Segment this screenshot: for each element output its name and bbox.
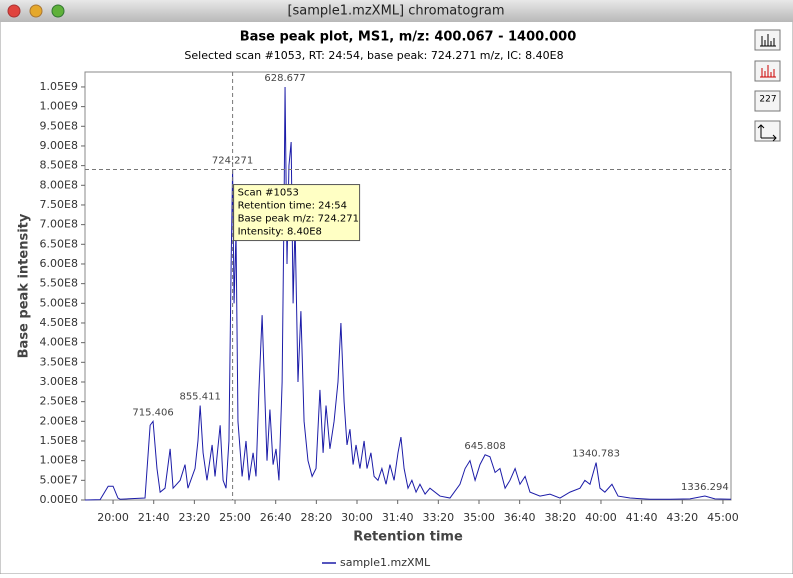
tooltip-box xyxy=(233,184,361,242)
icon-label: 227 xyxy=(759,95,776,105)
legend-label: sample1.mzXML xyxy=(340,556,431,569)
y-tick-label: 7.00E8 xyxy=(40,218,78,231)
peak-label: 715.406 xyxy=(132,407,173,418)
x-tick-label: 33:20 xyxy=(422,511,454,524)
y-tick-label: 4.50E8 xyxy=(40,316,78,329)
close-button[interactable] xyxy=(7,4,21,18)
minimize-button[interactable] xyxy=(29,4,43,18)
peak-label: 855.411 xyxy=(179,392,220,403)
x-tick-label: 41:40 xyxy=(626,511,658,524)
y-tick-label: 1.00E8 xyxy=(40,454,78,467)
x-tick-label: 25:00 xyxy=(219,511,251,524)
tooltip-line: Scan #1053 xyxy=(238,188,299,199)
y-tick-label: 9.00E8 xyxy=(40,139,78,152)
y-tick-label: 0.00E0 xyxy=(40,493,78,506)
y-tick-label: 6.50E8 xyxy=(40,237,78,250)
icon xyxy=(760,34,776,47)
x-tick-label: 40:00 xyxy=(585,511,617,524)
y-tick-label: 1.00E9 xyxy=(40,100,78,113)
x-tick-label: 26:40 xyxy=(260,511,292,524)
y-tick-label: 2.00E8 xyxy=(40,414,78,427)
x-tick-label: 20:00 xyxy=(97,511,129,524)
peak-label: 1336.294 xyxy=(681,482,729,493)
y-axis-title: Base peak intensity xyxy=(17,213,32,358)
y-tick-label: 8.50E8 xyxy=(40,159,78,172)
y-tick-label: 1.05E9 xyxy=(40,80,78,93)
x-tick-label: 31:40 xyxy=(382,511,414,524)
chart-title: Base peak plot, MS1, m/z: 400.067 - 1400… xyxy=(240,30,577,45)
y-tick-label: 3.50E8 xyxy=(40,355,78,368)
x-tick-label: 21:40 xyxy=(138,511,170,524)
icon xyxy=(760,65,776,78)
x-tick-label: 30:00 xyxy=(341,511,373,524)
x-axis-title: Retention time xyxy=(353,530,463,545)
zoom-button[interactable] xyxy=(51,4,65,18)
y-tick-label: 8.00E8 xyxy=(40,178,78,191)
toolbar: 227 xyxy=(754,29,781,142)
x-tick-label: 23:20 xyxy=(179,511,211,524)
y-tick-label: 5.00E7 xyxy=(40,473,78,486)
x-tick-label: 35:00 xyxy=(463,511,495,524)
chart-subtitle: Selected scan #1053, RT: 24:54, base pea… xyxy=(184,49,563,62)
y-tick-label: 5.50E8 xyxy=(40,277,78,290)
y-tick-label: 2.50E8 xyxy=(40,395,78,408)
x-tick-label: 28:20 xyxy=(301,511,333,524)
tooltip-line: Intensity: 8.40E8 xyxy=(238,227,322,238)
x-tick-label: 36:40 xyxy=(504,511,536,524)
y-tick-label: 9.50E8 xyxy=(40,119,78,132)
y-tick-label: 1.50E8 xyxy=(40,434,78,447)
x-tick-label: 38:20 xyxy=(544,511,576,524)
y-tick-label: 3.00E8 xyxy=(40,375,78,388)
peak-label: 645.808 xyxy=(464,441,505,452)
tooltip-line: Base peak m/z: 724.271 xyxy=(238,214,359,225)
plot-area xyxy=(84,71,732,501)
window-title: [sample1.mzXML] chromatogram xyxy=(287,4,504,19)
peak-label: 724.271 xyxy=(212,156,253,167)
x-tick-label: 43:20 xyxy=(666,511,698,524)
x-tick-label: 45:00 xyxy=(707,511,739,524)
y-tick-label: 4.00E8 xyxy=(40,336,78,349)
y-tick-label: 5.00E8 xyxy=(40,296,78,309)
icon xyxy=(757,124,777,142)
title-bar xyxy=(0,0,793,22)
tooltip-line: Retention time: 24:54 xyxy=(238,201,347,212)
peak-label: 1340.783 xyxy=(572,449,620,460)
data-line xyxy=(84,86,732,501)
peak-label: 628.677 xyxy=(264,73,305,84)
y-tick-label: 7.50E8 xyxy=(40,198,78,211)
y-tick-label: 6.00E8 xyxy=(40,257,78,270)
toolbar-button[interactable] xyxy=(754,90,781,112)
